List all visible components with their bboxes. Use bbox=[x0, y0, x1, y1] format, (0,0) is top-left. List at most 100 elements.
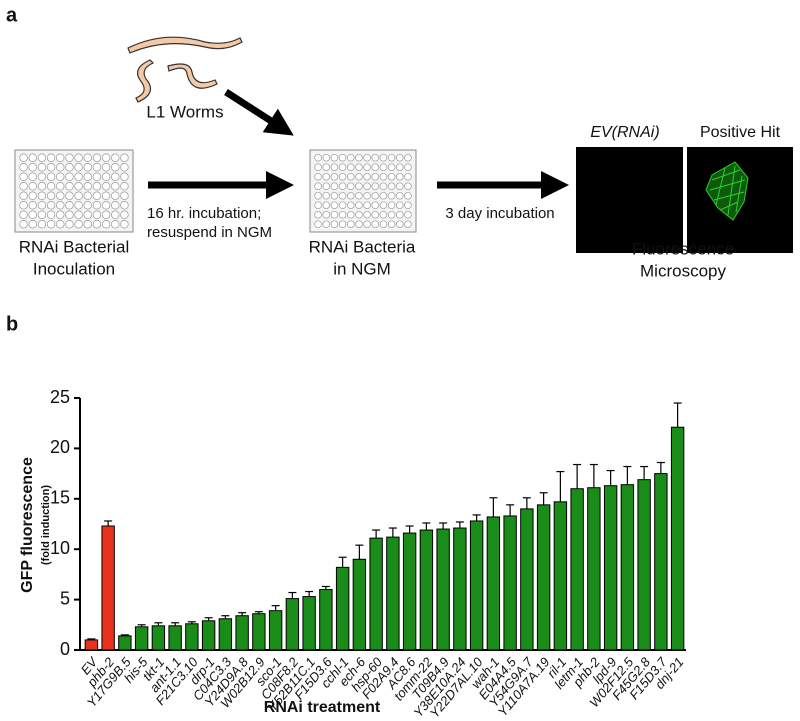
well bbox=[404, 172, 412, 181]
well bbox=[346, 191, 355, 200]
well bbox=[322, 163, 331, 172]
well bbox=[65, 153, 74, 162]
well bbox=[120, 201, 129, 210]
well bbox=[314, 182, 322, 191]
well bbox=[346, 163, 355, 172]
well bbox=[92, 210, 102, 219]
worms bbox=[127, 36, 243, 103]
well bbox=[322, 172, 331, 181]
well bbox=[65, 172, 74, 181]
well bbox=[322, 201, 331, 210]
well bbox=[74, 191, 83, 200]
step-label: RNAi Bacteria bbox=[309, 237, 416, 256]
plates bbox=[14, 149, 417, 233]
well bbox=[37, 191, 47, 200]
step-label: Fluorescence bbox=[632, 239, 734, 258]
well bbox=[387, 153, 396, 162]
well bbox=[46, 163, 56, 172]
well bbox=[120, 220, 129, 229]
well bbox=[371, 163, 380, 172]
arrow-label: resuspend in NGM bbox=[147, 224, 272, 241]
bar bbox=[168, 625, 182, 651]
well bbox=[371, 201, 380, 210]
y-tick-label: 15 bbox=[50, 488, 70, 508]
bar bbox=[587, 487, 601, 651]
well bbox=[83, 172, 92, 181]
well bbox=[65, 191, 74, 200]
well bbox=[83, 210, 92, 219]
well bbox=[92, 163, 102, 172]
step-label: in NGM bbox=[333, 259, 391, 278]
well bbox=[74, 182, 83, 191]
well bbox=[83, 191, 92, 200]
well bbox=[46, 182, 56, 191]
well bbox=[346, 153, 355, 162]
well bbox=[338, 182, 347, 191]
bar bbox=[469, 520, 484, 651]
bar bbox=[268, 610, 283, 651]
well bbox=[395, 182, 404, 191]
bar bbox=[235, 615, 249, 651]
bar bbox=[670, 426, 685, 651]
worms-label: L1 Worms bbox=[146, 102, 223, 121]
well bbox=[355, 210, 363, 219]
well bbox=[363, 163, 371, 172]
well bbox=[56, 172, 65, 181]
well bbox=[379, 191, 388, 200]
well bbox=[379, 182, 388, 191]
well bbox=[92, 172, 102, 181]
well bbox=[330, 172, 339, 181]
arrows bbox=[148, 89, 569, 199]
well bbox=[92, 191, 102, 200]
bar bbox=[486, 516, 501, 651]
well bbox=[330, 163, 339, 172]
well bbox=[404, 153, 412, 162]
well bbox=[355, 182, 363, 191]
bar bbox=[201, 620, 216, 651]
well bbox=[46, 172, 56, 181]
well bbox=[111, 172, 120, 181]
well bbox=[56, 201, 65, 210]
well bbox=[19, 191, 28, 200]
well bbox=[111, 153, 120, 162]
bar bbox=[101, 525, 115, 651]
bar bbox=[319, 589, 333, 651]
well bbox=[395, 153, 404, 162]
well bbox=[101, 220, 111, 229]
well bbox=[101, 163, 111, 172]
well bbox=[37, 210, 47, 219]
well bbox=[314, 153, 322, 162]
well bbox=[111, 182, 120, 191]
well bbox=[37, 201, 47, 210]
well bbox=[330, 153, 339, 162]
well bbox=[371, 220, 380, 229]
well bbox=[322, 210, 331, 219]
well bbox=[120, 191, 129, 200]
well bbox=[330, 210, 339, 219]
well bbox=[19, 220, 28, 229]
bar bbox=[386, 536, 400, 651]
well bbox=[363, 172, 371, 181]
well bbox=[83, 220, 92, 229]
well bbox=[56, 220, 65, 229]
well bbox=[28, 182, 37, 191]
well bbox=[404, 220, 412, 229]
well bbox=[120, 172, 129, 181]
y-axis-label: GFP fluorescence bbox=[19, 457, 36, 593]
well bbox=[101, 210, 111, 219]
well bbox=[395, 201, 404, 210]
well bbox=[19, 172, 28, 181]
well bbox=[355, 172, 363, 181]
well bbox=[355, 163, 363, 172]
bar bbox=[151, 625, 166, 651]
bar bbox=[285, 598, 300, 651]
well bbox=[28, 191, 37, 200]
well bbox=[111, 220, 120, 229]
well bbox=[404, 191, 412, 200]
well bbox=[395, 220, 404, 229]
well bbox=[74, 172, 83, 181]
well bbox=[404, 210, 412, 219]
well bbox=[371, 191, 380, 200]
well bbox=[379, 201, 388, 210]
